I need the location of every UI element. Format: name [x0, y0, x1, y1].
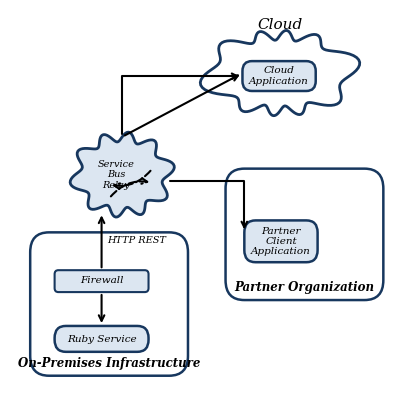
- FancyBboxPatch shape: [30, 232, 188, 376]
- FancyBboxPatch shape: [226, 169, 383, 300]
- FancyBboxPatch shape: [242, 61, 316, 91]
- Text: On-Premises Infrastructure: On-Premises Infrastructure: [18, 357, 200, 370]
- Text: Firewall: Firewall: [80, 276, 123, 286]
- Text: Partner
Client
Application: Partner Client Application: [251, 227, 311, 256]
- Text: Ruby Service: Ruby Service: [67, 334, 136, 344]
- FancyBboxPatch shape: [244, 221, 318, 262]
- Text: Service
Bus
Relay: Service Bus Relay: [97, 160, 134, 190]
- Text: HTTP REST: HTTP REST: [107, 236, 166, 245]
- Text: Cloud
Application: Cloud Application: [249, 66, 309, 86]
- Text: Cloud: Cloud: [257, 18, 303, 32]
- FancyBboxPatch shape: [55, 270, 148, 292]
- Polygon shape: [200, 30, 360, 115]
- FancyBboxPatch shape: [55, 326, 148, 352]
- Polygon shape: [70, 132, 174, 217]
- Text: Partner Organization: Partner Organization: [234, 281, 375, 294]
